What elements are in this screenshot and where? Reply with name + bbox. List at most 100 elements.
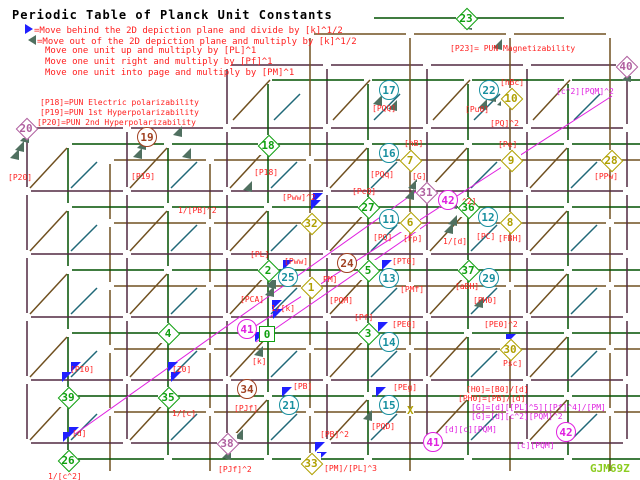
blue-arrow-icon (71, 362, 81, 372)
unit-label: [PM]/[PL]^3 (324, 464, 377, 473)
depth-diagonal (270, 350, 298, 378)
node-number: 22 (482, 83, 496, 97)
unit-label: [Pww]^2 (282, 193, 316, 202)
element-node-3: 3 (357, 322, 381, 346)
gray-arrow-icon (10, 149, 19, 160)
unit-label: [PQ] (373, 233, 393, 242)
page-title: Periodic Table of Planck Unit Constants (12, 8, 333, 22)
element-node-25: 25 (278, 267, 298, 287)
unit-label: Psc] (503, 359, 523, 368)
definition-text: [P20]=PUN 2nd Hyperpolarizability (37, 118, 196, 127)
unit-label: [Fp] (403, 234, 423, 243)
unit-label: [P19] (131, 172, 156, 181)
depth-diagonal (429, 336, 468, 378)
node-number: 41 (240, 322, 254, 336)
element-node-26: 26 (57, 449, 81, 473)
element-node-23: 23 (455, 7, 479, 31)
node-number: 19 (140, 130, 154, 144)
unit-label: [d] (72, 429, 87, 438)
depth-diagonal (370, 224, 398, 252)
node-number: 37 (461, 263, 475, 277)
unit-label: [PH0] (473, 296, 498, 305)
node-number: 27 (361, 200, 375, 214)
depth-diagonal (470, 287, 498, 315)
depth-diagonal (529, 147, 568, 189)
node-number: 10 (504, 91, 518, 105)
depth-diagonal (270, 161, 298, 189)
depth-diagonal (229, 336, 268, 378)
unit-label: [G]=[d][[PL]^5][[Pf]^4]/[PM] (471, 403, 606, 412)
depth-diagonal (370, 161, 398, 189)
node-number: 4 (164, 326, 172, 340)
depth-diagonal (129, 210, 168, 252)
depth-diagonal (570, 161, 598, 189)
depth-diagonal (29, 147, 68, 189)
node-number: 23 (459, 11, 473, 25)
element-node-28: 28 (600, 149, 624, 173)
blue-arrow-icon (272, 300, 282, 310)
unit-label: [P20] (8, 173, 33, 182)
node-number: 40 (619, 59, 633, 73)
depth-diagonal (529, 336, 568, 378)
node-number: 7 (406, 153, 414, 167)
element-node-17: 17 (379, 80, 399, 100)
depth-diagonal (470, 224, 498, 252)
element-node-30: 30 (499, 338, 523, 362)
node-number: 42 (559, 425, 573, 439)
depth-diagonal (329, 210, 368, 252)
node-number: 3 (364, 326, 372, 340)
depth-diagonal (270, 224, 298, 252)
depth-diagonal (273, 93, 301, 121)
depth-diagonal (429, 273, 468, 315)
element-node-42: 42 (438, 190, 458, 210)
depth-diagonal (529, 210, 568, 252)
depth-diagonal (229, 210, 268, 252)
depth-diagonal (329, 336, 368, 378)
element-node-14: 14 (379, 332, 399, 352)
node-number: 2 (264, 263, 272, 277)
depth-diagonal (429, 147, 468, 189)
node-number: 32 (304, 216, 318, 230)
blue-arrow-icon (315, 442, 325, 452)
depth-diagonal (529, 273, 568, 315)
unit-label: [PL] (250, 250, 270, 259)
gray-arrow-icon (448, 215, 457, 226)
blue-arrow-icon (168, 362, 178, 372)
node-number: 0 (263, 327, 271, 341)
node-number: 13 (382, 271, 396, 285)
node-number: 25 (281, 270, 295, 284)
element-node-24: 24 (337, 253, 357, 273)
unit-label: [Pww] (284, 257, 309, 266)
element-node-8: 8 (499, 211, 523, 235)
node-number: 38 (220, 436, 234, 450)
blue-arrow-icon (69, 427, 79, 437)
gray-arrow-icon (265, 286, 274, 297)
unit-label: [c][PQM] (516, 441, 555, 450)
element-node-6: 6 (399, 211, 423, 235)
unit-label: 1/[k] (271, 304, 296, 313)
gray-arrow-icon (478, 99, 487, 110)
depth-diagonal (170, 161, 198, 189)
unit-label: [PcQ] (352, 187, 377, 196)
element-node-31: 31 (415, 181, 439, 205)
gray-arrow-icon (373, 95, 382, 106)
blue-arrow-icon (311, 200, 321, 210)
unit-label: [PE0]^2 (484, 320, 518, 329)
element-node-38: 38 (216, 432, 240, 456)
unit-label: [PJf]^2 (218, 465, 252, 474)
depth-diagonal (370, 413, 398, 441)
gray-arrow-icon (474, 297, 483, 308)
unit-label: [PQM] (329, 296, 354, 305)
definition-text: [P19]=PUN 1st Hyperpolarizability (40, 108, 199, 117)
gray-arrow-icon (444, 223, 453, 234)
depth-diagonal (29, 210, 68, 252)
unit-label: 1/[c^2] (48, 472, 82, 480)
unit-label: [d][c][PQM] (444, 425, 497, 434)
node-number: 28 (604, 153, 618, 167)
node-number: 42 (441, 193, 455, 207)
unit-label: [PJf] (234, 404, 259, 413)
depth-diagonal (129, 273, 168, 315)
unit-label: [k] (252, 357, 267, 366)
element-node-4: 4 (157, 322, 181, 346)
unit-label: [PE0] (392, 320, 417, 329)
